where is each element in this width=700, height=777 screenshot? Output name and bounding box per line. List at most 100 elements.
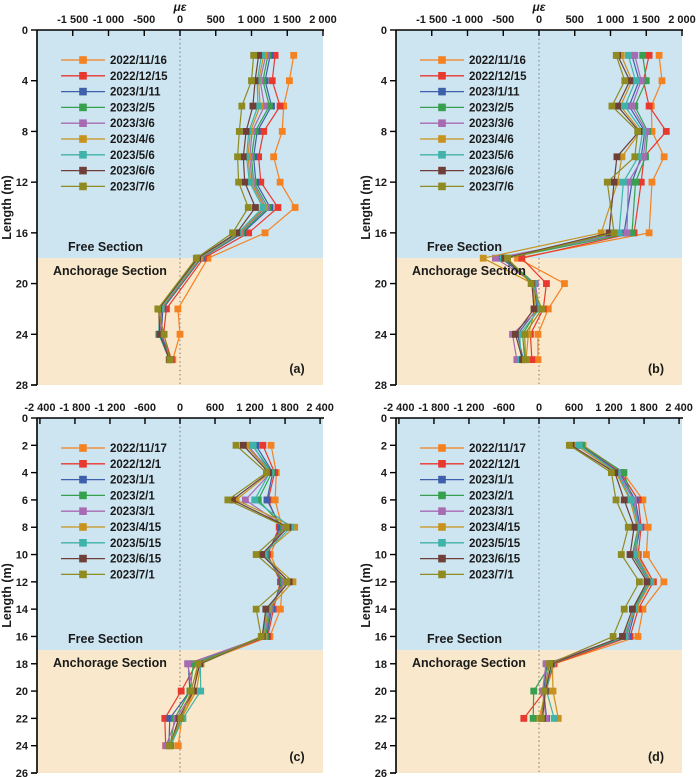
x-tick-label: -1 800	[418, 402, 449, 414]
data-point-marker	[624, 523, 632, 531]
data-point-marker	[251, 77, 259, 85]
data-point-marker	[271, 496, 279, 504]
data-point-marker	[248, 77, 255, 85]
free-section-label: Free Section	[427, 240, 502, 254]
legend-item: 2023/6/6	[420, 166, 514, 178]
y-tick-label: 6	[22, 495, 28, 507]
legend-item: 2023/1/1	[61, 475, 155, 487]
y-tick-label: 4	[381, 468, 388, 480]
data-point-marker	[184, 660, 191, 668]
data-point-marker	[242, 128, 250, 135]
data-point-marker	[630, 523, 638, 531]
data-point-marker	[642, 128, 650, 135]
legend-label: 2023/5/15	[110, 538, 162, 550]
legend-marker	[79, 475, 87, 484]
data-point-marker	[655, 51, 663, 59]
y-tick-label: 12	[375, 177, 387, 189]
x-tick-label: 1 500	[632, 14, 660, 26]
legend-label: 2023/7/6	[469, 181, 514, 193]
legend-item: 2023/6/15	[61, 554, 162, 566]
x-axis-title: με	[532, 0, 546, 14]
x-tick-label: 2 000	[309, 14, 337, 26]
legend-marker	[438, 119, 446, 127]
data-point-marker	[542, 714, 550, 722]
free-section-label: Free Section	[68, 240, 143, 254]
data-point-marker	[631, 51, 639, 59]
data-point-marker	[609, 633, 617, 640]
legend-marker	[79, 444, 87, 452]
legend-label: 2023/7/1	[469, 569, 514, 581]
data-point-marker	[527, 280, 535, 287]
x-tick-label: -1 000	[93, 14, 124, 26]
legend-label: 2022/11/16	[469, 55, 526, 67]
legend-marker	[79, 87, 87, 96]
data-point-marker	[177, 687, 185, 695]
legend-item: 2023/7/1	[61, 569, 155, 581]
x-tick-label: 1 500	[273, 14, 301, 26]
legend-item: 2022/12/15	[420, 71, 527, 83]
data-point-marker	[518, 254, 526, 262]
data-point-marker	[550, 714, 558, 722]
data-point-marker	[605, 229, 613, 237]
panel-label: (a)	[289, 362, 304, 376]
data-point-marker	[244, 204, 252, 211]
data-point-marker	[626, 77, 634, 85]
legend-item: 2023/3/6	[61, 118, 155, 130]
legend-item: 2022/12/1	[420, 459, 521, 471]
data-point-marker	[624, 178, 632, 186]
data-point-marker	[620, 496, 628, 504]
data-point-marker	[232, 496, 240, 504]
data-point-marker	[521, 330, 529, 338]
data-point-marker	[276, 178, 284, 186]
legend-item: 2023/5/6	[420, 150, 514, 162]
legend: 2022/11/16 2022/12/15 2023/1/11 2023/2/5 202…	[420, 55, 527, 193]
legend-item: 2023/2/5	[61, 102, 155, 114]
data-point-marker	[290, 51, 298, 59]
data-point-marker	[612, 51, 620, 59]
series-2023-7-6	[504, 51, 642, 364]
series-line	[158, 55, 266, 360]
legend-label: 2022/12/15	[110, 71, 168, 83]
legend-label: 2023/4/15	[110, 522, 162, 534]
legend-marker	[438, 166, 446, 175]
data-point-marker	[252, 204, 259, 211]
data-point-marker	[233, 229, 241, 237]
data-point-marker	[648, 128, 656, 135]
legend-marker	[79, 166, 87, 175]
data-point-marker	[524, 330, 532, 338]
legend-marker	[79, 119, 87, 127]
legend-item: 2023/7/1	[420, 569, 514, 581]
data-point-marker	[565, 441, 573, 449]
legend-label: 2022/11/16	[110, 55, 167, 67]
data-point-marker	[197, 687, 205, 695]
data-point-marker	[561, 280, 568, 287]
data-point-marker	[632, 178, 639, 186]
data-point-marker	[608, 102, 616, 110]
legend-label: 2023/6/6	[110, 166, 155, 178]
legend-label: 2023/1/11	[469, 87, 520, 99]
series-line	[160, 55, 273, 360]
data-point-marker	[514, 254, 521, 262]
legend-marker	[438, 72, 446, 80]
data-point-marker	[540, 687, 548, 695]
data-point-marker	[635, 578, 643, 586]
legend-marker	[438, 182, 446, 191]
data-point-marker	[639, 605, 647, 613]
data-point-marker	[235, 178, 243, 186]
x-tick-label: 0	[177, 14, 183, 26]
data-point-marker	[628, 605, 636, 613]
panel-label: (c)	[289, 750, 304, 764]
data-point-marker	[627, 496, 635, 504]
legend-item: 2023/1/11	[61, 87, 161, 99]
data-point-marker	[639, 153, 647, 161]
data-point-marker	[235, 128, 243, 135]
legend-label: 2023/3/1	[469, 506, 514, 518]
legend-label: 2022/12/1	[469, 459, 521, 471]
series-line	[169, 444, 290, 746]
data-point-marker	[166, 356, 174, 364]
data-point-marker	[635, 523, 643, 531]
legend-item: 2023/3/1	[61, 506, 155, 518]
legend-item: 2023/1/1	[420, 475, 514, 487]
data-point-marker	[621, 77, 629, 85]
